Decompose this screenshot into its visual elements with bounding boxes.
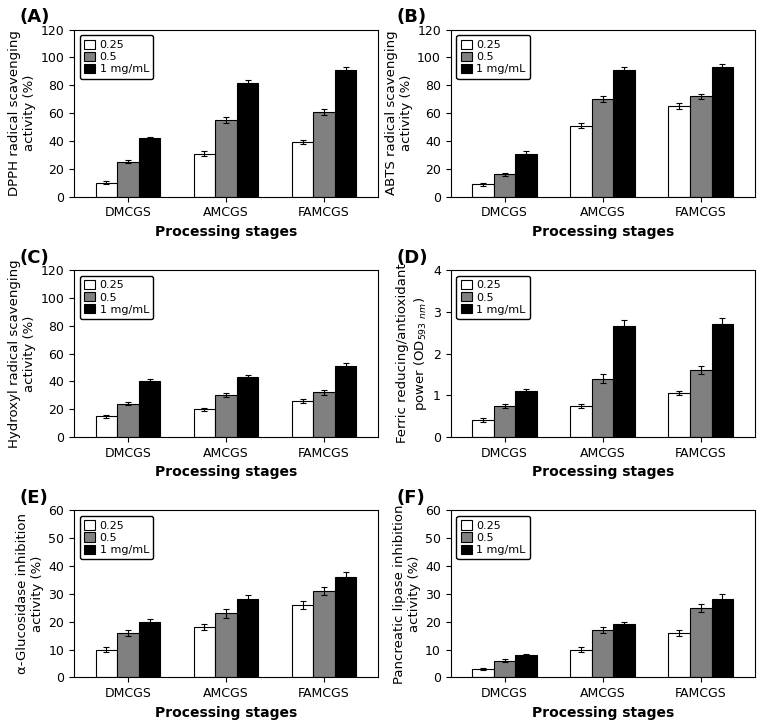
Bar bbox=[139, 138, 160, 197]
Bar bbox=[690, 608, 712, 677]
Y-axis label: Hydroxyl radical scavenging
activity (%): Hydroxyl radical scavenging activity (%) bbox=[8, 259, 37, 448]
Bar bbox=[668, 106, 690, 197]
Bar bbox=[613, 625, 635, 677]
Bar bbox=[291, 401, 314, 437]
X-axis label: Processing stages: Processing stages bbox=[532, 225, 674, 239]
Bar bbox=[494, 175, 516, 197]
Bar bbox=[335, 70, 356, 197]
Bar bbox=[237, 377, 259, 437]
Bar bbox=[215, 395, 237, 437]
Bar bbox=[592, 99, 613, 197]
Bar bbox=[613, 326, 635, 437]
Bar bbox=[472, 420, 494, 437]
Bar bbox=[592, 630, 613, 677]
Bar bbox=[194, 154, 215, 197]
Bar bbox=[118, 162, 139, 197]
Bar bbox=[712, 67, 733, 197]
Bar bbox=[690, 371, 712, 437]
Legend: 0.25, 0.5, 1 mg/mL: 0.25, 0.5, 1 mg/mL bbox=[79, 275, 153, 319]
Bar bbox=[194, 409, 215, 437]
Text: (B): (B) bbox=[396, 8, 427, 26]
X-axis label: Processing stages: Processing stages bbox=[532, 705, 674, 720]
Bar bbox=[194, 628, 215, 677]
Bar bbox=[516, 391, 537, 437]
X-axis label: Processing stages: Processing stages bbox=[155, 705, 297, 720]
Bar bbox=[95, 183, 118, 197]
Y-axis label: ABTS radical scavenging
activity (%): ABTS radical scavenging activity (%) bbox=[385, 31, 413, 196]
Bar bbox=[571, 126, 592, 197]
Bar bbox=[472, 669, 494, 677]
X-axis label: Processing stages: Processing stages bbox=[532, 465, 674, 479]
Legend: 0.25, 0.5, 1 mg/mL: 0.25, 0.5, 1 mg/mL bbox=[79, 35, 153, 79]
Text: (C): (C) bbox=[19, 249, 49, 266]
Text: (E): (E) bbox=[19, 489, 48, 507]
Y-axis label: Ferric reducing/antioxidant
power (OD$_{593}$ $_{nm}$): Ferric reducing/antioxidant power (OD$_{… bbox=[397, 264, 429, 443]
Bar bbox=[118, 403, 139, 437]
Legend: 0.25, 0.5, 1 mg/mL: 0.25, 0.5, 1 mg/mL bbox=[79, 516, 153, 559]
Bar bbox=[314, 112, 335, 197]
Bar bbox=[668, 393, 690, 437]
Bar bbox=[215, 120, 237, 197]
Bar bbox=[95, 416, 118, 437]
Text: (D): (D) bbox=[396, 249, 427, 266]
Bar bbox=[472, 184, 494, 197]
Bar bbox=[237, 599, 259, 677]
Bar bbox=[335, 366, 356, 437]
Bar bbox=[291, 605, 314, 677]
Legend: 0.25, 0.5, 1 mg/mL: 0.25, 0.5, 1 mg/mL bbox=[456, 516, 530, 559]
X-axis label: Processing stages: Processing stages bbox=[155, 225, 297, 239]
Bar bbox=[139, 622, 160, 677]
Bar bbox=[494, 661, 516, 677]
Bar bbox=[712, 599, 733, 677]
Bar bbox=[314, 591, 335, 677]
Text: (F): (F) bbox=[396, 489, 425, 507]
Bar bbox=[139, 381, 160, 437]
Bar bbox=[237, 82, 259, 197]
Bar bbox=[291, 143, 314, 197]
Legend: 0.25, 0.5, 1 mg/mL: 0.25, 0.5, 1 mg/mL bbox=[456, 35, 530, 79]
Bar bbox=[494, 405, 516, 437]
Bar bbox=[712, 324, 733, 437]
Bar bbox=[95, 649, 118, 677]
Bar bbox=[690, 96, 712, 197]
Legend: 0.25, 0.5, 1 mg/mL: 0.25, 0.5, 1 mg/mL bbox=[456, 275, 530, 319]
Y-axis label: α-Glucosidase inhibition
activity (%): α-Glucosidase inhibition activity (%) bbox=[16, 513, 44, 674]
Bar bbox=[314, 392, 335, 437]
Bar bbox=[118, 633, 139, 677]
Bar bbox=[516, 154, 537, 197]
Bar bbox=[668, 633, 690, 677]
X-axis label: Processing stages: Processing stages bbox=[155, 465, 297, 479]
Bar bbox=[613, 70, 635, 197]
Text: (A): (A) bbox=[19, 8, 50, 26]
Y-axis label: DPPH radical scavenging
activity (%): DPPH radical scavenging activity (%) bbox=[8, 31, 37, 196]
Bar bbox=[571, 649, 592, 677]
Bar bbox=[516, 655, 537, 677]
Bar bbox=[335, 577, 356, 677]
Y-axis label: Pancreatic lipase inhibition
activity (%): Pancreatic lipase inhibition activity (%… bbox=[393, 504, 421, 684]
Bar bbox=[571, 405, 592, 437]
Bar bbox=[592, 379, 613, 437]
Bar bbox=[215, 614, 237, 677]
